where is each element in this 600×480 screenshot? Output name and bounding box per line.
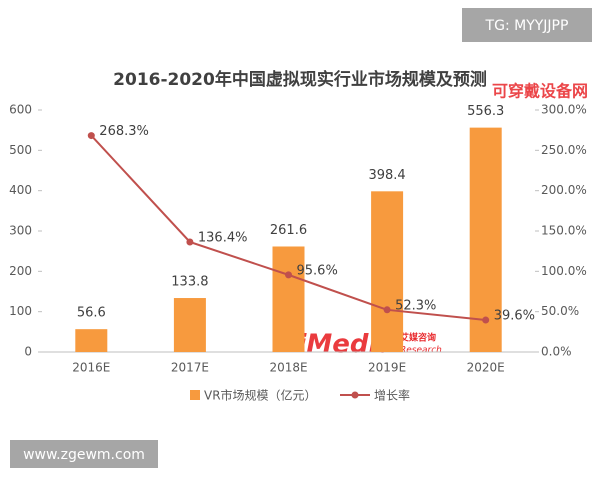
y2-tick-label: 150.0% [541,224,587,238]
line-label: 39.6% [494,309,535,324]
bar [371,191,404,352]
tag-box [462,8,592,42]
line-label: 136.4% [198,230,248,245]
line-point [285,271,292,279]
y2-tick-label: 100.0% [541,264,587,278]
bar-label: 398.4 [368,168,405,183]
y2-tick-label: 0.0% [541,345,572,359]
bar-label: 56.6 [77,306,106,321]
chart-title: 2016-2020年中国虚拟现实行业市场规模及预测 [113,69,487,90]
y2-tick-label: 200.0% [541,183,587,197]
x-tick-label: 2017E [171,361,209,375]
legend-label: 增长率 [374,388,410,403]
line-label: 95.6% [297,263,338,278]
bar-label: 133.8 [171,275,208,290]
x-tick-label: 2016E [72,361,110,375]
legend-label: VR市场规模（亿元） [204,388,317,403]
line-label: 268.3% [99,124,149,139]
x-tick-label: 2020E [467,361,505,375]
y-tick-label: 400 [9,183,32,197]
bar [469,127,502,352]
legend-swatch [190,390,200,400]
logo-sub: Research [400,346,442,356]
line-point [186,238,194,246]
bar [75,329,108,352]
site: www.zgewm.com [23,447,145,463]
y-tick-label: 500 [9,143,32,157]
top-tag: TG: MYYJJPP [485,18,569,34]
legend-swatch [351,391,359,399]
bar-label: 261.6 [270,223,307,238]
y-tick-label: 100 [9,304,32,318]
y-tick-label: 200 [9,264,32,278]
y2-tick-label: 250.0% [541,143,587,157]
y-tick-label: 300 [9,224,32,238]
y2-tick-label: 300.0% [541,103,587,117]
line-point [482,316,490,324]
y-tick-label: 600 [9,103,32,117]
line-point [383,306,391,314]
x-tick-label: 2019E [368,361,406,375]
site-box [10,440,158,468]
brand-watermark: 可穿戴设备网 [492,82,588,101]
logo-cn: 艾媒咨询 [400,332,436,344]
bar-label: 556.3 [467,104,504,119]
line-point [87,132,95,140]
y-tick-label: 0 [24,345,32,359]
bar [173,298,206,352]
bar [272,246,305,352]
x-tick-label: 2018E [269,361,307,375]
line-label: 52.3% [395,298,436,313]
y2-tick-label: 50.0% [541,304,579,318]
